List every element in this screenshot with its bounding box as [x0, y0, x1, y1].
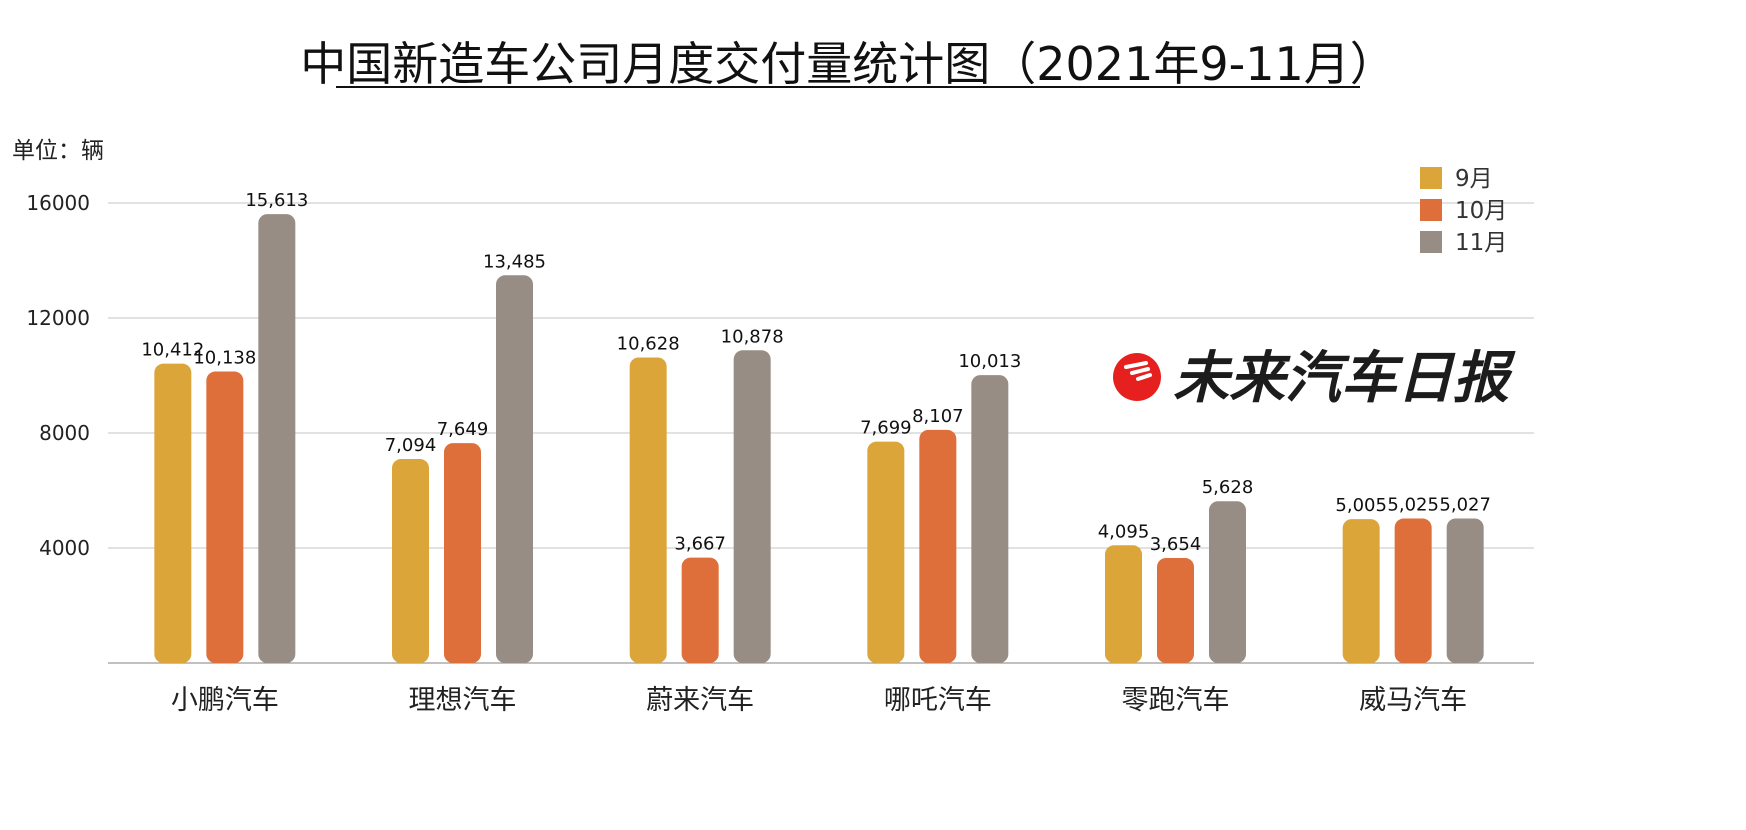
x-tick-label: 零跑汽车 — [1122, 685, 1230, 716]
data-label: 10,878 — [721, 326, 784, 347]
bar — [681, 557, 719, 663]
bar — [444, 443, 481, 663]
data-label: 3,667 — [674, 534, 726, 555]
bar — [919, 429, 957, 663]
bar — [1342, 519, 1380, 663]
data-label: 13,485 — [483, 251, 546, 272]
data-label: 3,654 — [1150, 534, 1202, 555]
bar — [392, 459, 429, 663]
data-label: 10,138 — [193, 348, 256, 369]
bar — [258, 214, 296, 663]
bar — [629, 357, 667, 663]
bar — [154, 363, 192, 663]
y-tick-label: 8000 — [39, 421, 90, 445]
bar — [1157, 557, 1194, 663]
legend-swatch — [1420, 167, 1442, 189]
data-label: 5,027 — [1439, 494, 1491, 515]
legend-label: 11月 — [1455, 230, 1507, 256]
x-axis-ticks: 小鹏汽车 理想汽车 蔚来汽车 哪吒汽车 零跑汽车 威马汽车 — [171, 685, 1467, 716]
unit-label: 单位：辆 — [12, 138, 104, 164]
watermark: 未来汽车日报 — [1113, 346, 1516, 411]
legend: 9月 10月 11月 — [1420, 166, 1507, 256]
data-label: 15,613 — [245, 190, 308, 211]
x-tick-label: 小鹏汽车 — [171, 685, 279, 716]
bar — [867, 441, 905, 663]
x-tick-label: 蔚来汽车 — [646, 685, 754, 716]
gridlines — [108, 202, 1534, 664]
data-label: 8,107 — [912, 406, 964, 427]
legend-swatch — [1420, 199, 1442, 221]
data-label: 7,094 — [385, 435, 437, 456]
bar — [1394, 518, 1432, 663]
legend-label: 9月 — [1455, 166, 1493, 192]
logo-stroke — [1130, 367, 1150, 375]
y-tick-label: 16000 — [26, 191, 90, 215]
data-label: 7,649 — [437, 419, 489, 440]
bar — [496, 275, 533, 663]
watermark-logo-marks — [1124, 361, 1152, 381]
bars — [154, 214, 1484, 663]
chart-title: 中国新造车公司月度交付量统计图（2021年9-11月） — [300, 37, 1395, 91]
x-tick-label: 理想汽车 — [409, 685, 517, 716]
bar — [1446, 518, 1484, 663]
legend-swatch — [1420, 231, 1442, 253]
y-tick-label: 4000 — [39, 536, 90, 560]
data-label: 10,412 — [141, 340, 204, 361]
bar — [733, 350, 771, 663]
bar — [206, 371, 244, 663]
data-label: 5,628 — [1202, 477, 1254, 498]
x-tick-label: 哪吒汽车 — [884, 685, 992, 716]
y-axis-ticks: 4000 8000 12000 16000 — [26, 191, 90, 560]
data-label: 4,095 — [1098, 521, 1150, 542]
data-label: 7,699 — [860, 418, 912, 439]
x-tick-label: 威马汽车 — [1359, 685, 1467, 716]
data-label: 5,005 — [1335, 495, 1387, 516]
bar — [1105, 545, 1142, 663]
watermark-logo-icon — [1113, 353, 1161, 401]
watermark-text: 未来汽车日报 — [1173, 346, 1516, 411]
y-tick-label: 12000 — [26, 306, 90, 330]
logo-stroke — [1124, 361, 1148, 369]
data-label: 10,628 — [617, 333, 680, 354]
data-label: 5,025 — [1387, 495, 1439, 516]
bar — [1209, 501, 1246, 663]
bar — [971, 375, 1009, 663]
data-label: 10,013 — [958, 351, 1021, 372]
legend-label: 10月 — [1455, 198, 1507, 224]
logo-stroke — [1136, 373, 1152, 381]
